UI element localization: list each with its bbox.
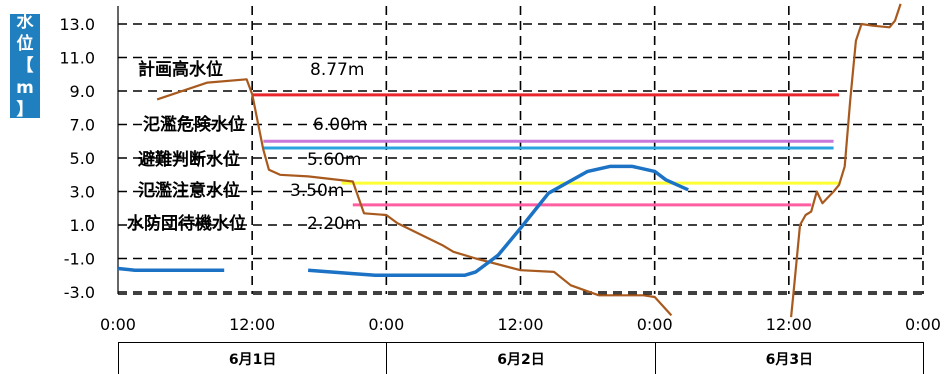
threshold-name: 避難判断水位 bbox=[138, 149, 240, 170]
threshold-value: 6.00m bbox=[313, 115, 367, 135]
y-axis-label-char: 【 bbox=[16, 56, 34, 76]
series bbox=[117, 3, 902, 318]
y-axis-label-char: 水 bbox=[16, 12, 34, 32]
threshold-name: 水防団待機水位 bbox=[127, 213, 246, 234]
y-axis-label: 水位【m】 bbox=[10, 12, 40, 120]
x-tick-label: 12:00 bbox=[229, 315, 275, 334]
y-tick-label: -3.0 bbox=[64, 283, 95, 302]
y-tick-label: -1.0 bbox=[64, 250, 95, 269]
x-tick-label: 0:00 bbox=[905, 315, 941, 334]
threshold-name: 計画高水位 bbox=[138, 59, 223, 80]
threshold-labels: 計画高水位 8.77m 氾濫危険水位 6.00m 避難判断水位 5.60m 氾濫注意水位 3.… bbox=[127, 59, 367, 234]
threshold-value: 8.77m bbox=[310, 60, 364, 80]
x-tick-label: 0:00 bbox=[368, 315, 404, 334]
y-tick-label: 11.0 bbox=[59, 49, 95, 68]
y-tick-label: 7.0 bbox=[70, 116, 95, 135]
y-axis-label-char: 位 bbox=[16, 34, 34, 54]
y-tick-label: 5.0 bbox=[70, 149, 95, 168]
x-tick-label: 0:00 bbox=[637, 315, 673, 334]
y-tick-label: 13.0 bbox=[59, 15, 95, 34]
y-axis-label-char: 】 bbox=[16, 100, 34, 120]
date-cell: 6月2日 bbox=[386, 342, 656, 374]
series-line bbox=[307, 164, 689, 278]
y-tick-label: 9.0 bbox=[70, 82, 95, 101]
water-level-chart: 計画高水位 8.77m 氾濫危険水位 6.00m 避難判断水位 5.60m 氾濫注意水位 3.… bbox=[59, 3, 941, 334]
y-tick-label: 3.0 bbox=[70, 183, 95, 202]
tick-labels: 13.0 11.0 9.0 7.0 5.0 3.0 1.0 -1.0 -3.0 0:00 12:00… bbox=[59, 15, 941, 334]
threshold-name: 氾濫危険水位 bbox=[143, 114, 245, 135]
threshold-value: 2.20m bbox=[307, 214, 361, 234]
date-cell: 6月1日 bbox=[118, 342, 388, 374]
y-tick-label: 1.0 bbox=[70, 216, 95, 235]
grid bbox=[117, 6, 924, 295]
x-tick-label: 0:00 bbox=[100, 315, 136, 334]
series-line bbox=[117, 266, 225, 272]
threshold-value: 5.60m bbox=[307, 150, 361, 170]
date-cell: 6月3日 bbox=[654, 342, 924, 374]
x-tick-label: 12:00 bbox=[766, 315, 812, 334]
threshold-lines bbox=[252, 93, 840, 207]
x-tick-label: 12:00 bbox=[497, 315, 543, 334]
y-axis-label-char: m bbox=[16, 78, 34, 98]
threshold-name: 氾濫注意水位 bbox=[138, 180, 240, 201]
series-line bbox=[156, 78, 673, 317]
threshold-value: 3.50m bbox=[290, 181, 344, 201]
series-line bbox=[790, 3, 902, 318]
